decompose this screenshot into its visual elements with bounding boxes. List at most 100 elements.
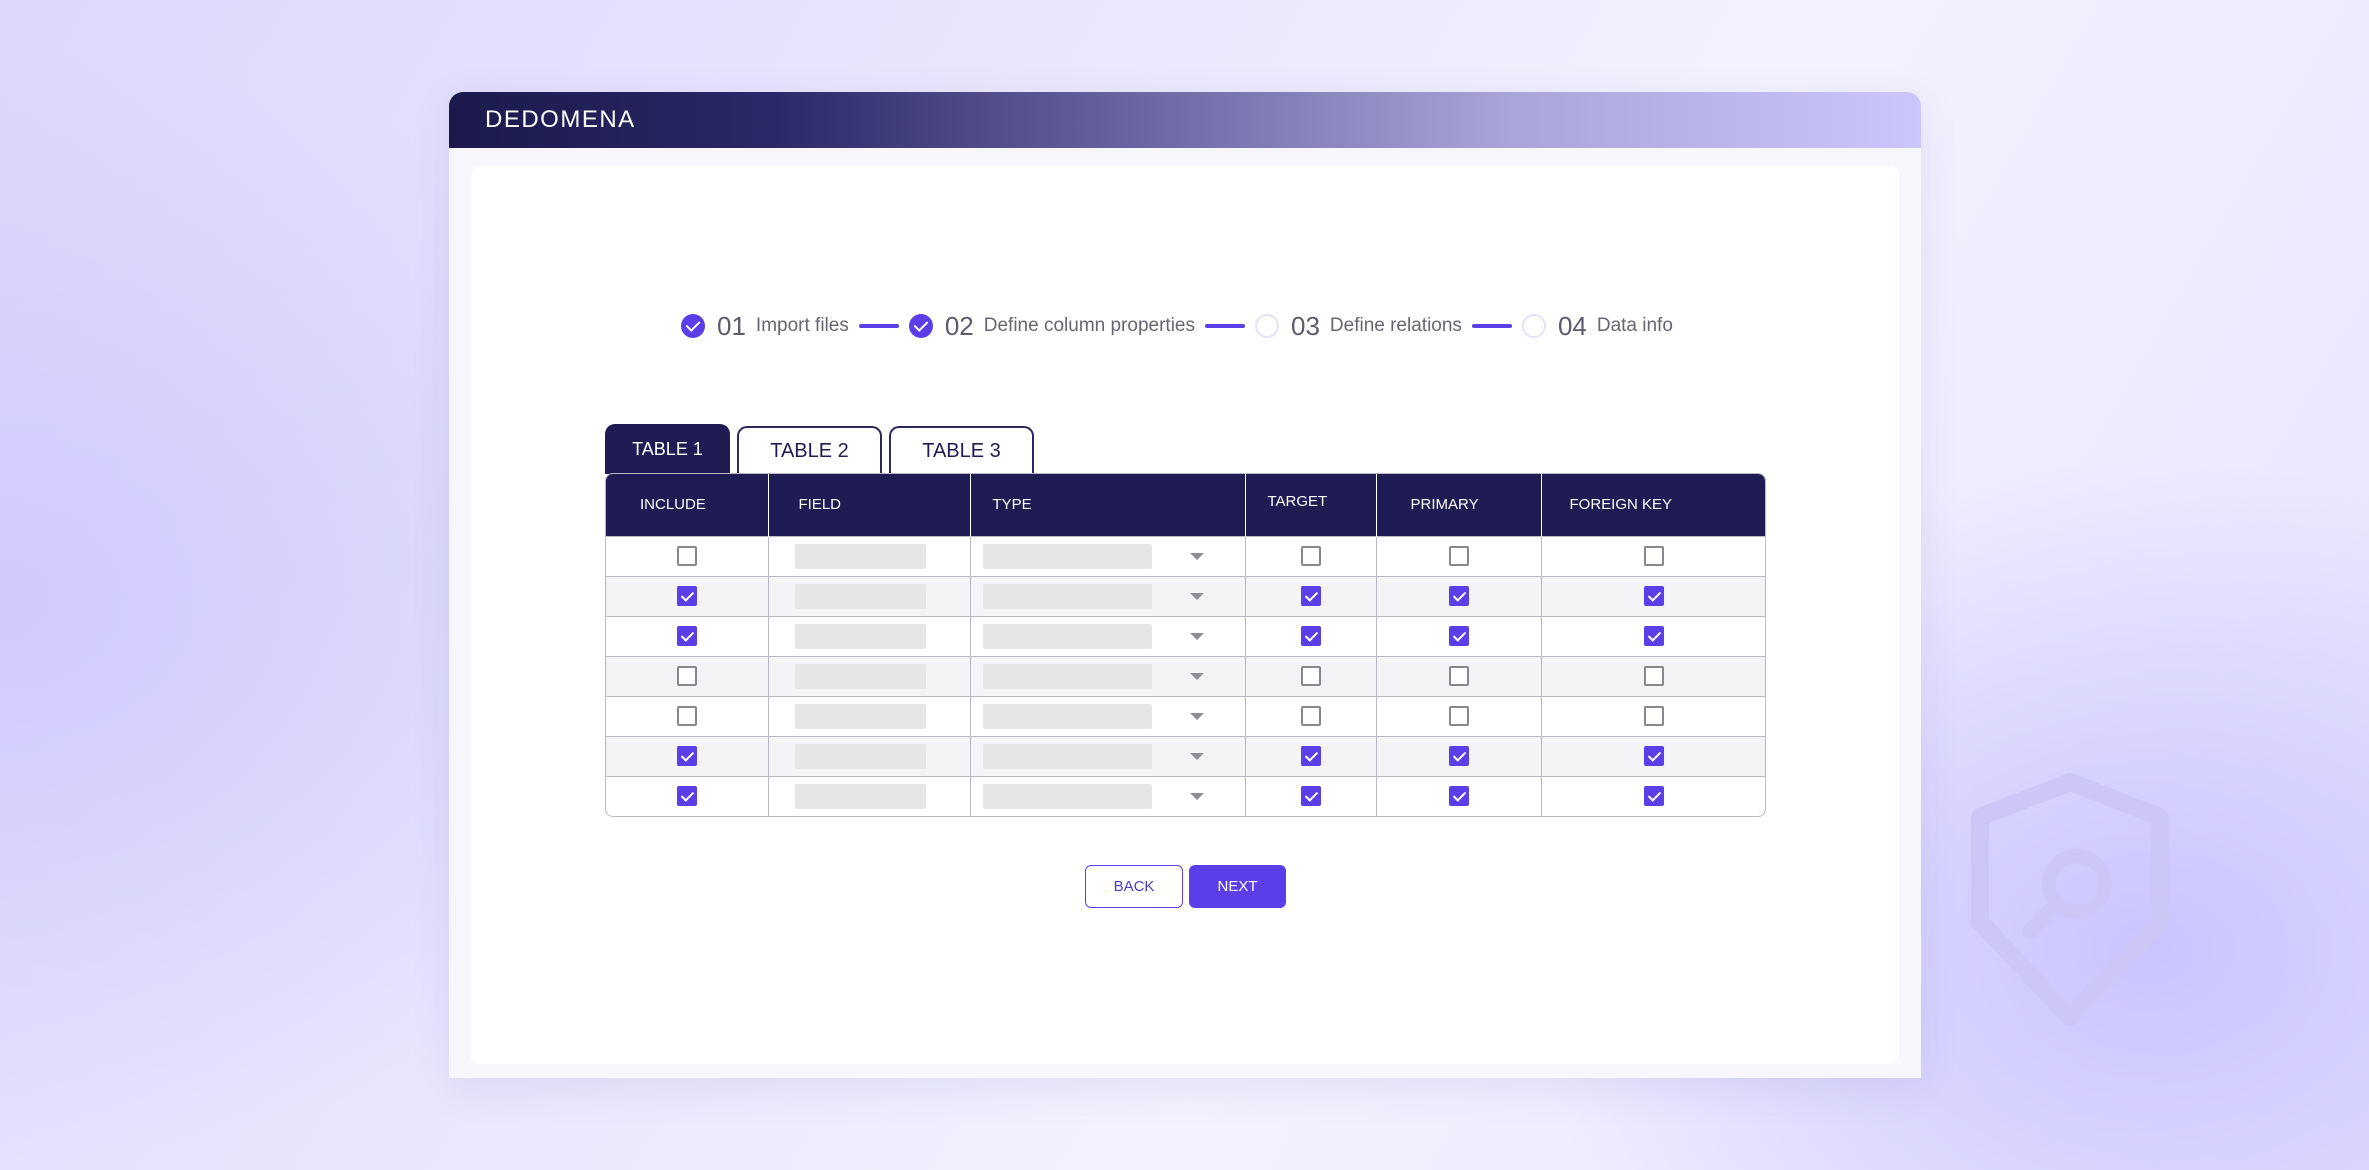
chevron-down-icon[interactable]	[1189, 712, 1204, 720]
step-define-relations[interactable]: 03 Define relations	[1254, 311, 1462, 342]
target-checkbox[interactable]	[1300, 786, 1321, 807]
foreign-key-checkbox[interactable]	[1644, 666, 1665, 686]
foreign-key-checkbox[interactable]	[1644, 746, 1665, 766]
column-properties-table: INCLUDE FIELD TYPE TARGET PRIMARY FOREIG…	[605, 473, 1766, 817]
progress-stepper: 01 Import files 02 Define column propert…	[681, 306, 1673, 346]
primary-checkbox[interactable]	[1448, 706, 1469, 726]
field-name-input[interactable]	[794, 543, 926, 569]
include-checkbox[interactable]	[676, 746, 697, 766]
primary-cell	[1376, 615, 1542, 656]
chevron-down-icon[interactable]	[1189, 632, 1204, 640]
type-cell	[970, 735, 1246, 776]
target-checkbox[interactable]	[1300, 546, 1321, 566]
type-select[interactable]	[971, 583, 1245, 609]
step-complete-check-icon	[681, 314, 705, 338]
primary-checkbox[interactable]	[1448, 546, 1469, 566]
shield-search-icon	[1971, 773, 2169, 1026]
field-name-input[interactable]	[794, 783, 926, 809]
type-select[interactable]	[971, 663, 1245, 689]
target-checkbox[interactable]	[1300, 746, 1321, 766]
foreign-key-cell	[1541, 655, 1765, 696]
tab-table-3[interactable]: TABLE 3	[889, 426, 1034, 474]
foreign-key-checkbox[interactable]	[1644, 586, 1665, 606]
target-checkbox[interactable]	[1300, 626, 1321, 646]
table-tabs: TABLE 1 TABLE 2 TABLE 3	[605, 424, 1034, 474]
foreign-key-cell	[1541, 535, 1765, 576]
field-name-input[interactable]	[794, 663, 926, 689]
step-connector	[858, 324, 899, 328]
include-checkbox[interactable]	[676, 786, 697, 807]
foreign-key-checkbox[interactable]	[1644, 786, 1665, 807]
foreign-key-cell	[1541, 735, 1765, 776]
table-row	[606, 535, 1765, 576]
step-data-info[interactable]: 04 Data info	[1521, 311, 1673, 342]
back-button[interactable]: BACK	[1085, 865, 1183, 908]
primary-checkbox[interactable]	[1448, 626, 1469, 646]
primary-checkbox[interactable]	[1448, 666, 1469, 686]
type-cell	[970, 695, 1246, 736]
field-name-input[interactable]	[794, 623, 926, 649]
primary-cell	[1376, 655, 1542, 696]
next-button[interactable]: NEXT	[1189, 865, 1286, 908]
type-select[interactable]	[971, 703, 1245, 729]
primary-checkbox[interactable]	[1448, 586, 1469, 606]
target-checkbox[interactable]	[1300, 666, 1321, 686]
type-cell	[970, 775, 1246, 816]
step-import-files[interactable]: 01 Import files	[681, 311, 849, 342]
chevron-down-icon[interactable]	[1189, 752, 1204, 760]
type-cell	[970, 615, 1246, 656]
include-cell	[606, 695, 769, 736]
step-number: 02	[944, 310, 974, 341]
foreign-key-cell	[1541, 575, 1765, 616]
primary-checkbox[interactable]	[1448, 746, 1469, 766]
include-cell	[606, 575, 769, 616]
chevron-down-icon[interactable]	[1189, 672, 1204, 680]
chevron-down-icon[interactable]	[1189, 592, 1204, 600]
type-cell	[970, 655, 1246, 696]
foreign-key-checkbox[interactable]	[1644, 626, 1665, 646]
type-select-value	[982, 783, 1152, 809]
foreign-key-cell	[1541, 695, 1765, 736]
header-target: TARGET	[1245, 474, 1377, 536]
primary-cell	[1376, 535, 1542, 576]
type-select[interactable]	[971, 743, 1245, 769]
step-complete-check-icon	[908, 314, 933, 338]
table-row	[606, 655, 1765, 696]
header-type: TYPE	[970, 474, 1246, 536]
include-checkbox[interactable]	[676, 666, 697, 686]
type-select[interactable]	[971, 543, 1245, 569]
tab-table-1[interactable]: TABLE 1	[605, 424, 730, 474]
step-label: Define column properties	[983, 315, 1195, 336]
include-checkbox[interactable]	[676, 586, 697, 606]
step-pending-circle-icon	[1254, 314, 1279, 338]
field-cell	[768, 575, 971, 616]
field-name-input[interactable]	[794, 583, 926, 609]
type-select-value	[982, 703, 1152, 729]
target-checkbox[interactable]	[1300, 586, 1321, 606]
target-cell	[1245, 775, 1377, 816]
field-name-input[interactable]	[794, 743, 926, 769]
include-checkbox[interactable]	[676, 706, 697, 726]
target-cell	[1245, 655, 1377, 696]
step-define-column-properties[interactable]: 02 Define column properties	[908, 310, 1195, 342]
chevron-down-icon[interactable]	[1189, 552, 1204, 560]
type-select-value	[982, 743, 1152, 769]
include-checkbox[interactable]	[676, 546, 697, 566]
foreign-key-cell	[1541, 775, 1765, 816]
type-select-value	[982, 543, 1152, 569]
foreign-key-checkbox[interactable]	[1644, 546, 1665, 566]
field-name-input[interactable]	[794, 703, 926, 729]
type-select-value	[982, 623, 1152, 649]
primary-checkbox[interactable]	[1448, 786, 1469, 807]
type-select[interactable]	[971, 783, 1245, 809]
table-row	[606, 735, 1765, 776]
foreign-key-checkbox[interactable]	[1644, 706, 1665, 726]
tab-table-2[interactable]: TABLE 2	[737, 426, 882, 474]
brand-logo: DEDOMENA	[485, 106, 636, 133]
target-cell	[1245, 735, 1377, 776]
type-select[interactable]	[971, 623, 1245, 649]
include-checkbox[interactable]	[676, 626, 697, 646]
target-checkbox[interactable]	[1300, 706, 1321, 726]
chevron-down-icon[interactable]	[1189, 792, 1204, 800]
field-cell	[768, 775, 971, 816]
